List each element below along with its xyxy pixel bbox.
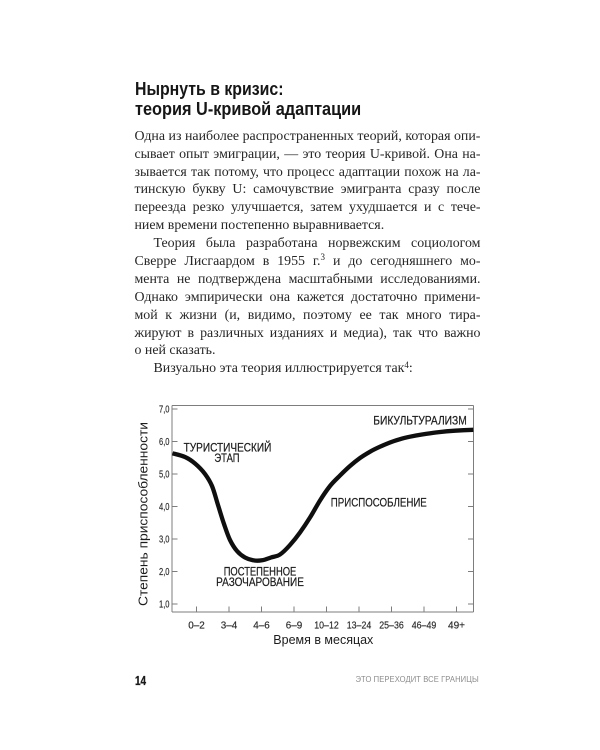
svg-text:1,0: 1,0 bbox=[159, 600, 170, 611]
svg-text:4–6: 4–6 bbox=[253, 621, 270, 632]
svg-text:7,0: 7,0 bbox=[159, 405, 170, 416]
svg-text:ПРИСПОСОБЛЕНИЕ: ПРИСПОСОБЛЕНИЕ bbox=[331, 496, 427, 510]
svg-text:13–24: 13–24 bbox=[347, 621, 372, 632]
svg-text:БИКУЛЬТУРАЛИЗМ: БИКУЛЬТУРАЛИЗМ bbox=[373, 414, 467, 428]
svg-text:ПОСТЕПЕННОЕ: ПОСТЕПЕННОЕ bbox=[224, 564, 297, 578]
svg-text:0–2: 0–2 bbox=[188, 621, 205, 632]
svg-text:10–12: 10–12 bbox=[314, 621, 339, 632]
svg-text:ТУРИСТИЧЕСКИЙ: ТУРИСТИЧЕСКИЙ bbox=[184, 440, 272, 455]
svg-text:3,0: 3,0 bbox=[159, 535, 170, 546]
svg-text:25–36: 25–36 bbox=[379, 621, 404, 632]
svg-text:ЭТАП: ЭТАП bbox=[214, 451, 239, 465]
svg-text:РАЗОЧАРОВАНИЕ: РАЗОЧАРОВАНИЕ bbox=[216, 575, 304, 589]
svg-text:49+: 49+ bbox=[448, 621, 465, 632]
svg-text:Степень приспособленности: Степень приспособленности bbox=[137, 422, 151, 606]
svg-text:3–4: 3–4 bbox=[221, 621, 238, 632]
svg-text:2,0: 2,0 bbox=[159, 567, 170, 578]
svg-text:46–49: 46–49 bbox=[412, 621, 437, 632]
svg-text:Время в месяцах: Время в месяцах bbox=[273, 632, 373, 647]
svg-text:6,0: 6,0 bbox=[159, 437, 170, 448]
svg-text:6–9: 6–9 bbox=[286, 621, 303, 632]
svg-text:5,0: 5,0 bbox=[159, 470, 170, 481]
svg-text:4,0: 4,0 bbox=[159, 502, 170, 513]
